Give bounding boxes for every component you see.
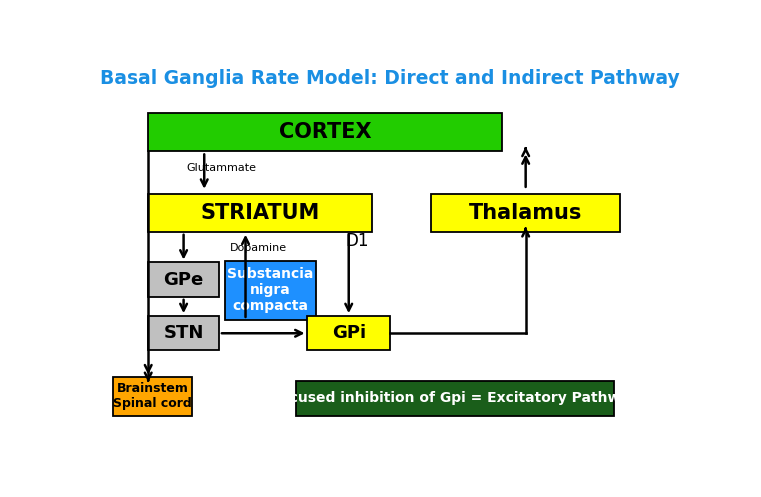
Text: Focused inhibition of Gpi = Excitatory Pathway: Focused inhibition of Gpi = Excitatory P… <box>271 391 638 406</box>
Text: Glutammate: Glutammate <box>186 163 256 172</box>
Text: D1: D1 <box>345 233 369 250</box>
FancyBboxPatch shape <box>295 381 614 415</box>
FancyBboxPatch shape <box>148 262 219 297</box>
Text: Dopamine: Dopamine <box>230 243 287 253</box>
Text: Basal Ganglia Rate Model: Direct and Indirect Pathway: Basal Ganglia Rate Model: Direct and Ind… <box>100 69 680 88</box>
FancyBboxPatch shape <box>148 193 372 232</box>
FancyBboxPatch shape <box>225 260 317 320</box>
Text: Brainstem
Spinal cord: Brainstem Spinal cord <box>113 382 192 411</box>
Text: STRIATUM: STRIATUM <box>201 203 320 223</box>
FancyBboxPatch shape <box>148 113 502 152</box>
Text: GPi: GPi <box>332 324 366 342</box>
Text: Substancia
nigra
compacta: Substancia nigra compacta <box>228 267 314 314</box>
FancyBboxPatch shape <box>307 316 390 350</box>
Text: STN: STN <box>164 324 204 342</box>
Text: GPe: GPe <box>164 271 204 289</box>
FancyBboxPatch shape <box>431 193 620 232</box>
FancyBboxPatch shape <box>113 377 193 415</box>
Text: Thalamus: Thalamus <box>469 203 582 223</box>
FancyBboxPatch shape <box>148 316 219 350</box>
Text: CORTEX: CORTEX <box>279 122 371 142</box>
